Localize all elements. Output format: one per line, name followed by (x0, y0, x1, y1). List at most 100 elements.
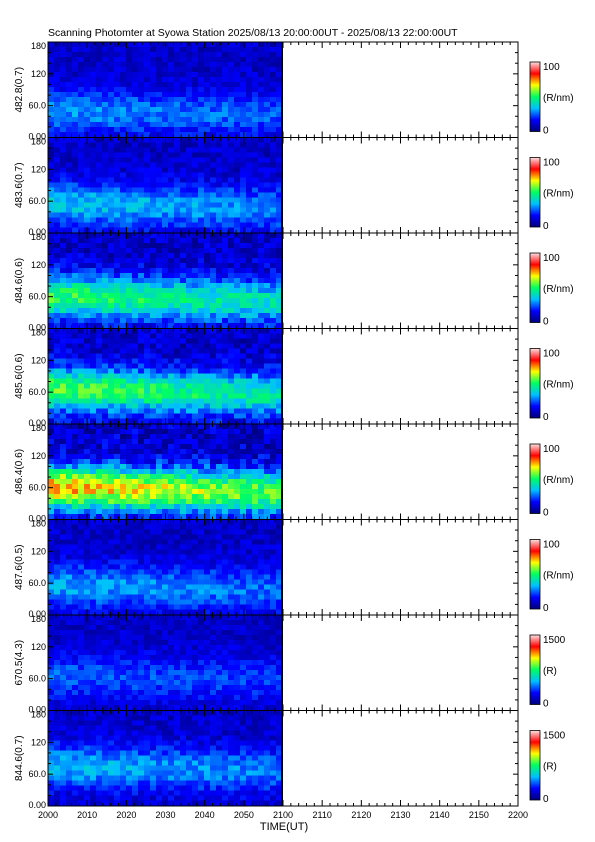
y-tick-label: 0.00 (28, 705, 46, 715)
y-tick-label: 180 (31, 41, 46, 51)
panel-ylabel: 844.6(0.7) (14, 735, 25, 781)
panel-3: 0.00 60.0 120 180 484.6(0.6) 100 0 (R/nm) (14, 232, 574, 333)
colorbar-max: 100 (543, 540, 560, 551)
panel-7: 0.00 60.0 120 180 670.5(4.3) 1500 0 (R) (14, 614, 566, 715)
y-tick-label: 60.0 (28, 387, 46, 397)
colorbar-min: 0 (543, 603, 549, 614)
panel-ylabel: 487.6(0.5) (14, 544, 25, 590)
chart-title: Scanning Photomter at Syowa Station 2025… (48, 27, 458, 39)
y-tick-label: 60.0 (28, 769, 46, 779)
colorbar-unit: (R) (543, 666, 557, 677)
colorbar-max: 100 (543, 444, 560, 455)
colorbar (529, 539, 541, 610)
colorbar-unit: (R) (543, 761, 557, 772)
colorbar-unit: (R/nm) (543, 475, 574, 486)
y-tick-label: 60.0 (28, 674, 46, 684)
x-tick-label: 2010 (77, 810, 97, 820)
y-tick-label: 180 (31, 137, 46, 147)
heatmap-image (48, 328, 283, 424)
colorbar-min: 0 (543, 699, 549, 710)
panel-ylabel: 483.6(0.7) (14, 162, 25, 208)
x-tick-label: 2100 (273, 810, 293, 820)
x-tick-label: 2130 (390, 810, 410, 820)
y-tick-label: 180 (31, 423, 46, 433)
y-tick-label: 120 (31, 164, 46, 174)
heatmap-image (48, 42, 283, 138)
y-tick-label: 120 (31, 355, 46, 365)
y-tick-label: 60.0 (28, 483, 46, 493)
x-tick-label: 2140 (430, 810, 450, 820)
colorbar (529, 61, 541, 132)
panel-4: 0.00 60.0 120 180 485.6(0.6) 100 0 (R/nm) (14, 328, 574, 429)
y-tick-label: 60.0 (28, 196, 46, 206)
heatmap-image (48, 615, 283, 711)
x-axis: 2000 2010 2020 2030 2040 2050 2100 2110 2120 2130… (38, 810, 528, 820)
y-tick-label: 180 (31, 614, 46, 624)
y-tick-label: 60.0 (28, 101, 46, 111)
y-tick-label: 180 (31, 519, 46, 529)
x-tick-label: 2200 (508, 810, 528, 820)
colorbar-unit: (R/nm) (543, 570, 574, 581)
colorbar (529, 443, 541, 514)
y-tick-label: 120 (31, 69, 46, 79)
x-tick-label: 2150 (469, 810, 489, 820)
y-tick-label: 0.00 (28, 514, 46, 524)
colorbar-unit: (R/nm) (543, 379, 574, 390)
colorbar-unit: (R/nm) (543, 93, 574, 104)
colorbar-min: 0 (543, 508, 549, 519)
colorbar-min: 0 (543, 221, 549, 232)
panel-6: 0.00 60.0 120 180 487.6(0.5) 100 0 (R/nm) (14, 519, 574, 620)
y-tick-label: 0.00 (28, 323, 46, 333)
panel-ylabel: 482.8(0.7) (14, 67, 25, 113)
colorbar-unit: (R/nm) (543, 284, 574, 295)
panel-5: 0.00 60.0 120 180 486.4(0.6) 100 0 (R/nm) (14, 423, 574, 524)
y-tick-label: 120 (31, 642, 46, 652)
y-tick-label: 120 (31, 451, 46, 461)
y-tick-label: 180 (31, 232, 46, 242)
y-tick-label: 60.0 (28, 578, 46, 588)
y-tick-label: 0.00 (28, 227, 46, 237)
y-tick-label: 0.00 (28, 609, 46, 619)
heatmap-image (48, 233, 283, 329)
y-tick-label: 120 (31, 546, 46, 556)
y-tick-label: 0.00 (28, 418, 46, 428)
colorbar-min: 0 (543, 412, 549, 423)
y-tick-label: 0.00 (28, 132, 46, 142)
y-tick-label: 180 (31, 328, 46, 338)
colorbar (529, 634, 541, 705)
heatmap-image (48, 710, 283, 806)
panel-ylabel: 484.6(0.6) (14, 258, 25, 304)
panel-ylabel: 485.6(0.6) (14, 353, 25, 399)
x-axis-label: TIME(UT) (260, 821, 308, 833)
colorbar (529, 730, 541, 801)
panel-8: 0.00 60.0 120 180 844.6(0.7) 1500 0 (R) (14, 710, 566, 811)
x-tick-label: 2040 (195, 810, 215, 820)
colorbar-min: 0 (543, 317, 549, 328)
x-tick-label: 2030 (155, 810, 175, 820)
x-tick-label: 2050 (234, 810, 254, 820)
panel-ylabel: 486.4(0.6) (14, 449, 25, 495)
colorbar (529, 157, 541, 228)
x-tick-label: 2120 (351, 810, 371, 820)
panel-ylabel: 670.5(4.3) (14, 640, 25, 686)
heatmap-image (48, 519, 283, 615)
colorbar-max: 1500 (543, 731, 566, 742)
y-tick-label: 120 (31, 260, 46, 270)
panels: 0.00 60.0 120 180 482.8(0.7) 100 0 (R/nm) 0.00 60… (14, 41, 574, 810)
colorbar-min: 0 (543, 794, 549, 805)
colorbar (529, 348, 541, 419)
y-tick-label: 0.00 (28, 800, 46, 810)
colorbar-max: 100 (543, 253, 560, 264)
y-tick-label: 60.0 (28, 292, 46, 302)
colorbar-max: 100 (543, 349, 560, 360)
x-tick-label: 2110 (312, 810, 331, 820)
colorbar-unit: (R/nm) (543, 188, 574, 199)
colorbar-max: 100 (543, 62, 560, 73)
colorbar-min: 0 (543, 126, 549, 137)
panel-1: 0.00 60.0 120 180 482.8(0.7) 100 0 (R/nm) (14, 41, 574, 142)
x-tick-label: 2000 (38, 810, 58, 820)
x-tick-label: 2020 (116, 810, 136, 820)
colorbar-max: 1500 (543, 635, 566, 646)
panel-2: 0.00 60.0 120 180 483.6(0.7) 100 0 (R/nm) (14, 137, 574, 238)
